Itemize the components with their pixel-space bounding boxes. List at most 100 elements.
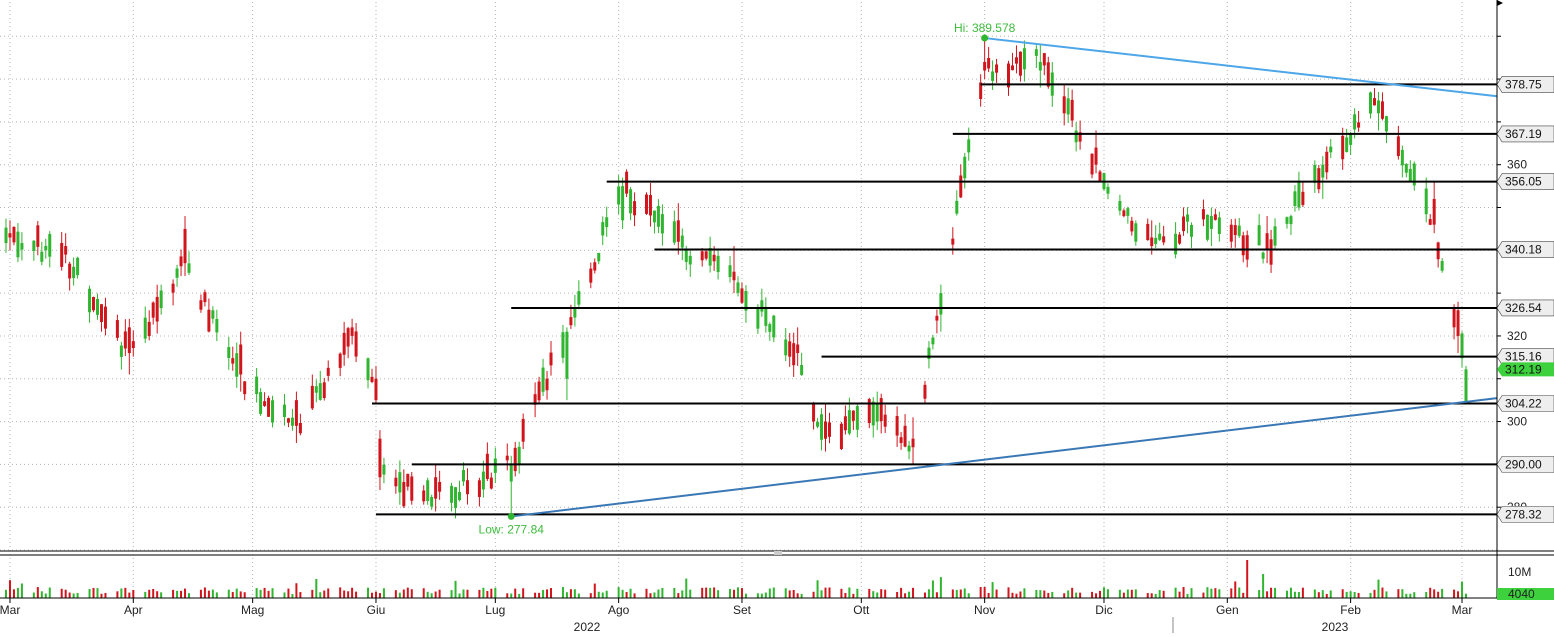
volume-bar — [764, 592, 767, 598]
volume-bar — [1122, 592, 1125, 598]
volume-bar — [1091, 591, 1094, 598]
volume-bar — [768, 588, 771, 598]
volume-bar — [311, 589, 314, 598]
volume-bar — [1405, 593, 1408, 598]
candle-body — [1066, 98, 1070, 115]
volume-bar — [510, 593, 513, 598]
candle-body — [1373, 98, 1377, 106]
volume-bar — [1210, 588, 1213, 598]
volume-bar — [816, 580, 819, 598]
candle-body — [119, 345, 123, 357]
volume-bar — [744, 593, 747, 598]
candle-body — [1297, 182, 1301, 208]
x-tick-label: Gen — [1216, 603, 1239, 617]
volume-bar — [546, 589, 549, 598]
candle-body — [1190, 224, 1194, 237]
level-label-box — [1496, 395, 1554, 412]
volume-bar — [649, 593, 652, 598]
year-label: 2022 — [574, 620, 601, 634]
candle-body — [995, 64, 999, 73]
candle-body — [183, 228, 187, 264]
volume-bar — [983, 587, 986, 598]
volume-bar — [486, 590, 489, 598]
candle-body — [951, 238, 955, 245]
volume-bar — [1154, 593, 1157, 598]
candle-body — [1205, 214, 1209, 240]
volume-bar — [760, 593, 763, 598]
volume-bar — [434, 591, 437, 598]
volume-bar — [927, 589, 930, 598]
candle-body — [406, 473, 410, 487]
volume-bar — [104, 592, 107, 598]
volume-bar — [788, 590, 791, 598]
candle-body — [60, 242, 64, 267]
level-label: 356.05 — [1505, 175, 1542, 189]
volume-bar — [717, 590, 720, 598]
candle-body — [593, 262, 597, 271]
x-tick-label: Mag — [241, 603, 264, 617]
candle-body — [267, 397, 271, 417]
volume-bar — [394, 590, 397, 598]
candle-body — [959, 175, 963, 198]
y-tick-label: 300 — [1507, 415, 1527, 429]
candle-body — [983, 61, 987, 71]
volume-bar — [180, 590, 183, 598]
candle-body — [310, 385, 314, 409]
candle-body — [1046, 62, 1050, 87]
candle-body — [931, 337, 935, 345]
volume-bar — [148, 589, 151, 598]
candle-body — [1018, 51, 1022, 76]
candle-body — [1118, 201, 1122, 211]
volume-bar — [1341, 589, 1344, 598]
level-label-box — [1496, 241, 1554, 258]
candle-body — [402, 481, 406, 507]
candle-body — [88, 288, 92, 313]
volume-bar — [800, 593, 803, 598]
volume-bar — [1051, 591, 1054, 598]
level-label: 340.18 — [1505, 243, 1542, 257]
volume-bar — [657, 589, 660, 598]
candle-body — [1162, 236, 1166, 243]
candle-body — [199, 300, 203, 310]
candle-body — [103, 306, 107, 329]
volume-bar — [132, 589, 135, 598]
candle-body — [438, 481, 442, 492]
candle-body — [32, 240, 36, 252]
volume-bar — [677, 593, 680, 598]
candle-body — [95, 298, 99, 315]
candle-body — [644, 194, 648, 214]
volume-bar — [1095, 593, 1098, 598]
candle-body — [1349, 133, 1353, 145]
volume-bar — [1011, 592, 1014, 598]
candle-body — [1007, 63, 1011, 88]
candle-body — [939, 293, 943, 315]
candle-body — [899, 437, 903, 444]
candle-body — [1062, 96, 1066, 114]
volume-bar — [243, 592, 246, 598]
volume-bar — [1409, 593, 1412, 598]
candle-body — [1237, 225, 1241, 236]
volume-bar — [1313, 589, 1316, 598]
volume-bar — [1381, 587, 1384, 598]
candle-body — [573, 307, 577, 318]
candle-body — [1289, 216, 1293, 225]
candle-body — [676, 220, 680, 242]
candle-body — [338, 353, 342, 368]
candle-body — [243, 381, 247, 395]
candle-body — [1404, 163, 1408, 173]
x-tick-label: Feb — [1340, 603, 1361, 617]
candle-body — [450, 485, 454, 503]
candle-body — [151, 302, 155, 318]
x-tick-label: Dic — [1095, 603, 1112, 617]
volume-bar — [40, 591, 43, 598]
candle-body — [44, 245, 48, 251]
candle-body — [1265, 233, 1269, 251]
volume-bar — [514, 588, 517, 598]
candle-body — [1285, 217, 1289, 224]
volume-bar — [709, 587, 712, 598]
candle-body — [72, 266, 76, 279]
volume-bar — [840, 588, 843, 598]
volume-bar — [661, 588, 664, 598]
volume-bar — [979, 587, 982, 598]
candle-body — [907, 445, 911, 452]
